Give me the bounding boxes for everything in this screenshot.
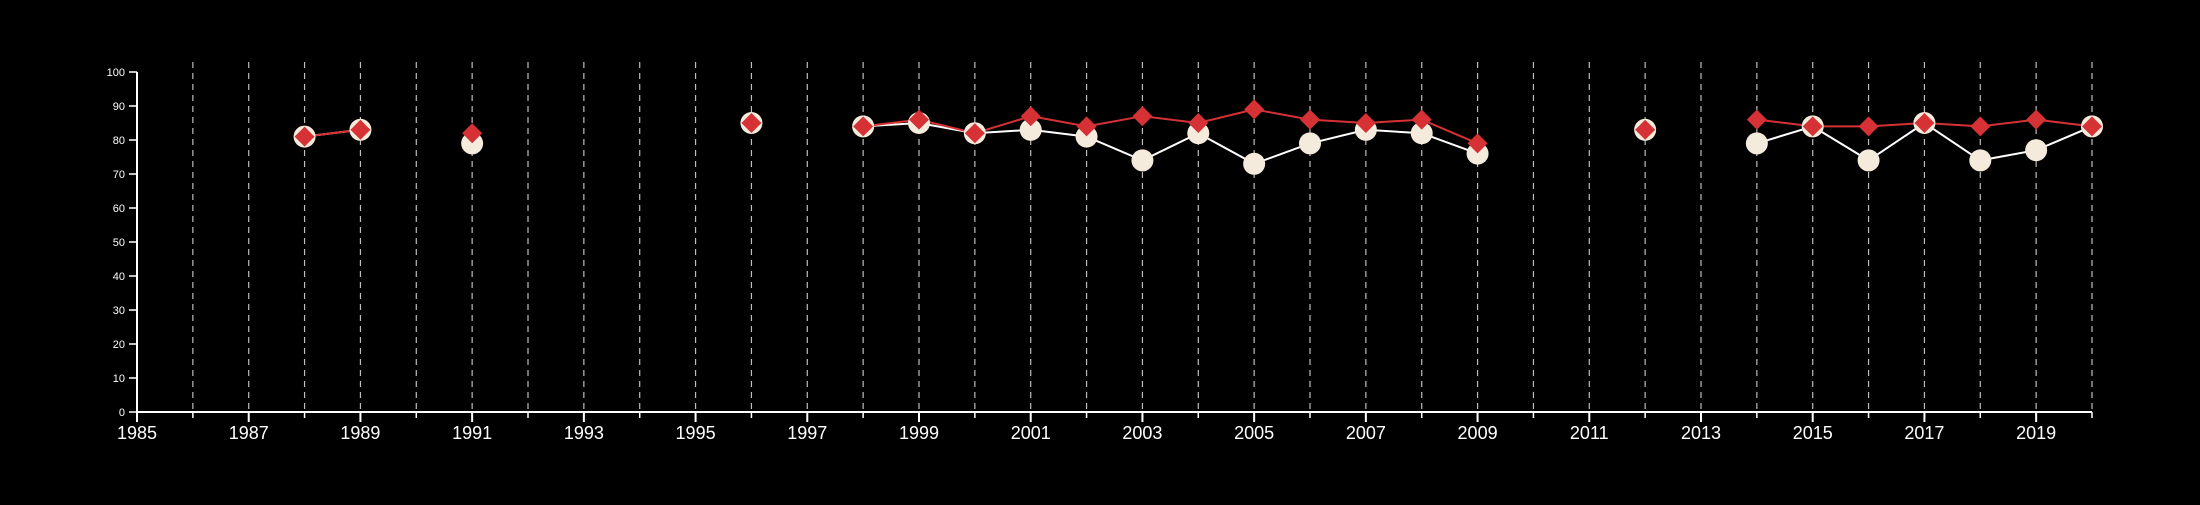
series-1-point-1991 [461, 132, 484, 155]
y-tick-label-30: 30 [113, 305, 125, 317]
series-layer [293, 99, 2103, 175]
series-1-point-2016 [1857, 149, 1880, 172]
series-2-point-2012 [1635, 119, 1656, 140]
series-2-point-1998 [853, 116, 874, 137]
y-tick-label-0: 0 [119, 407, 125, 419]
series-2-point-2005 [1244, 99, 1265, 120]
series-2-point-2014 [1746, 109, 1767, 130]
series-2-point-2000 [964, 123, 985, 144]
series-2-point-2016 [1858, 116, 1879, 137]
series-1-point-2018 [1969, 149, 1992, 172]
series-1-point-2019 [2025, 139, 2048, 162]
series-2-point-2019 [2026, 109, 2047, 130]
series-1-point-2002 [1075, 125, 1098, 148]
series-2-point-2009 [1467, 133, 1488, 154]
x-tick-label-2001: 2001 [1011, 423, 1051, 443]
x-tick-label-2015: 2015 [1793, 423, 1833, 443]
series-2-point-1991 [462, 123, 483, 144]
y-tick-label-60: 60 [113, 203, 125, 215]
x-tick-label-2007: 2007 [1346, 423, 1386, 443]
y-tick-label-90: 90 [113, 101, 125, 113]
series-2-point-2020 [2082, 116, 2102, 137]
series-2-point-2004 [1188, 113, 1209, 133]
series-1-point-2003 [1131, 149, 1154, 172]
series-2-point-2015 [1802, 116, 1823, 137]
series-2-point-1999 [909, 109, 929, 130]
x-tick-label-2019: 2019 [2016, 423, 2056, 443]
series-2-point-2017 [1914, 113, 1935, 133]
x-tick-label-2005: 2005 [1234, 423, 1274, 443]
x-tick-label-1987: 1987 [229, 423, 269, 443]
y-tick-label-40: 40 [113, 271, 125, 283]
x-tick-label-1985: 1985 [117, 423, 157, 443]
x-tick-label-1989: 1989 [340, 423, 380, 443]
x-tick-label-1997: 1997 [787, 423, 827, 443]
x-tick-label-1993: 1993 [564, 423, 604, 443]
series-2-point-2002 [1076, 116, 1097, 137]
x-tick-label-2011: 2011 [1570, 423, 1609, 443]
x-tick-label-1995: 1995 [676, 423, 716, 443]
series-1-point-2004 [1187, 122, 1210, 145]
series-1-point-2009 [1466, 142, 1489, 165]
series-2-point-1988 [294, 126, 315, 147]
y-tick-label-10: 10 [113, 373, 125, 385]
x-tick-label-2003: 2003 [1122, 423, 1162, 443]
series-1-point-2001 [1019, 118, 1042, 141]
series-2-point-2001 [1020, 106, 1041, 127]
y-tick-label-50: 50 [113, 237, 125, 249]
series-1-point-2008 [1410, 122, 1433, 145]
y-tick-label-70: 70 [113, 169, 125, 181]
series-2-point-2003 [1132, 106, 1153, 127]
series-2-point-2007 [1355, 113, 1376, 133]
y-tick-label-20: 20 [113, 339, 125, 351]
series-1-point-2005 [1243, 152, 1266, 175]
series-2-point-1989 [350, 119, 371, 140]
series-1-point-2006 [1299, 132, 1321, 155]
y-tick-label-80: 80 [113, 135, 125, 147]
series-2-point-1996 [741, 113, 762, 133]
x-tick-label-1999: 1999 [899, 423, 939, 443]
x-tick-label-2009: 2009 [1458, 423, 1498, 443]
axis-layer: 0 10 20 30 40 50 60 70 80 90 100 1985 1987 1989 1991 19… [107, 67, 2093, 443]
x-tick-label-2013: 2013 [1681, 423, 1721, 443]
x-tick-label-1991: 1991 [452, 423, 492, 443]
series-2-point-2008 [1411, 109, 1432, 130]
series-2-point-2006 [1300, 109, 1320, 130]
series-1-point-2014 [1745, 132, 1768, 155]
series-2-point-2018 [1970, 116, 1991, 137]
x-tick-label-2017: 2017 [1904, 423, 1944, 443]
y-tick-label-100: 100 [107, 67, 125, 79]
